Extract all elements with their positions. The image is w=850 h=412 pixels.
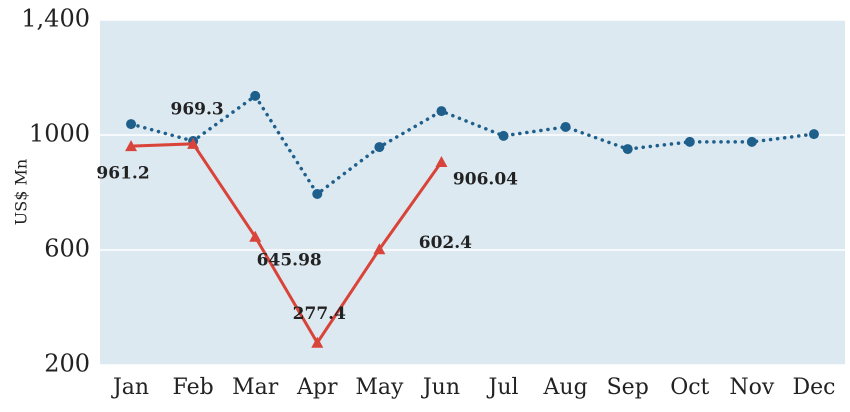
point xyxy=(498,130,509,141)
point xyxy=(435,156,448,168)
y-tick-label: 600 xyxy=(44,235,90,263)
point xyxy=(560,121,571,132)
point xyxy=(746,136,757,147)
point xyxy=(250,90,261,101)
x-tick-label: Jun xyxy=(421,375,460,400)
point xyxy=(126,119,137,130)
x-tick-label: Feb xyxy=(173,375,214,400)
data-label: 277.4 xyxy=(293,304,346,324)
data-label: 961.2 xyxy=(96,164,149,184)
series-line xyxy=(129,93,816,197)
x-tick-label: Aug xyxy=(543,375,588,400)
x-tick-label: Jan xyxy=(111,375,149,400)
point xyxy=(249,230,262,242)
x-tick-label: May xyxy=(355,375,404,400)
point xyxy=(436,106,447,117)
plot-area xyxy=(100,20,845,365)
point xyxy=(808,129,819,140)
x-tick-label: Sep xyxy=(607,375,649,400)
x-tick-label: Apr xyxy=(296,375,338,400)
data-label: 906.04 xyxy=(453,170,518,190)
x-tick-label: Jul xyxy=(487,375,519,400)
data-label: 602.4 xyxy=(419,233,472,253)
point xyxy=(312,188,323,199)
y-tick-label: 200 xyxy=(44,350,90,378)
y-tick-label: 1,400 xyxy=(21,5,90,33)
x-tick-label: Oct xyxy=(670,375,709,400)
point xyxy=(622,144,633,155)
point xyxy=(187,137,200,149)
point xyxy=(684,136,695,147)
x-tick-label: Dec xyxy=(792,375,835,400)
point xyxy=(373,243,386,255)
point xyxy=(311,336,324,348)
y-tick-label: 1000 xyxy=(29,120,90,148)
data-label: 645.98 xyxy=(257,250,322,270)
x-tick-label: Nov xyxy=(729,375,774,400)
data-label: 969.3 xyxy=(171,99,224,119)
y-axis-label: US$ Mn xyxy=(12,159,31,225)
point xyxy=(374,142,385,153)
series-line xyxy=(129,142,443,346)
point xyxy=(125,140,138,152)
x-tick-label: Mar xyxy=(232,375,279,400)
